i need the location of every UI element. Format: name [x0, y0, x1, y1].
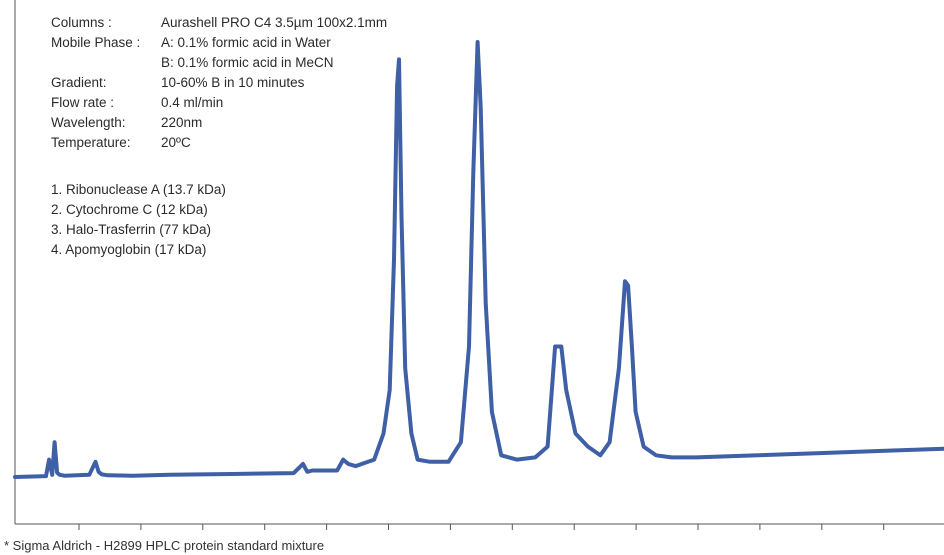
peak-list: 1. Ribonuclease A (13.7 kDa) 2. Cytochro…: [51, 180, 226, 260]
peak-item-3: 3. Halo-Trasferrin (77 kDa): [51, 222, 212, 237]
peak-item-2: 2. Cytochrome C (12 kDa): [51, 202, 208, 217]
mobile-phase-b-row: B: 0.1% formic acid in MeCN: [51, 53, 387, 73]
mobile-phase-b: B: 0.1% formic acid in MeCN: [161, 55, 334, 70]
columns-row: Columns : Aurashell PRO C4 3.5µm 100x2.1…: [51, 13, 387, 33]
gradient-value: 10-60% B in 10 minutes: [161, 75, 305, 90]
wavelength-value: 220nm: [161, 115, 203, 130]
chromatogram-trace: [13, 40, 944, 479]
mobile-phase-row: Mobile Phase : A: 0.1% formic acid in Wa…: [51, 33, 387, 53]
columns-label: Columns :: [51, 15, 112, 30]
flow-rate-label: Flow rate :: [51, 95, 115, 110]
wavelength-row: Wavelength: 220nm: [51, 113, 387, 133]
flow-rate-value: 0.4 ml/min: [161, 95, 224, 110]
gradient-row: Gradient: 10-60% B in 10 minutes: [51, 73, 387, 93]
footnote: * Sigma Aldrich - H2899 HPLC protein sta…: [4, 538, 325, 553]
mobile-phase-a: A: 0.1% formic acid in Water: [161, 35, 331, 50]
peak-item-4: 4. Apomyoglobin (17 kDa): [51, 242, 207, 257]
temperature-row: Temperature: 20ºC: [51, 133, 387, 153]
flow-rate-row: Flow rate : 0.4 ml/min: [51, 93, 387, 113]
temperature-label: Temperature:: [51, 135, 131, 150]
x-axis-ticks: [78, 524, 885, 530]
gradient-label: Gradient:: [51, 75, 107, 90]
mobile-phase-label: Mobile Phase :: [51, 35, 141, 50]
peak-item-1: 1. Ribonuclease A (13.7 kDa): [51, 182, 226, 197]
columns-value: Aurashell PRO C4 3.5µm 100x2.1mm: [161, 15, 388, 30]
method-info: Columns : Aurashell PRO C4 3.5µm 100x2.1…: [51, 13, 387, 153]
wavelength-label: Wavelength:: [51, 115, 126, 130]
temperature-value: 20ºC: [161, 135, 191, 150]
